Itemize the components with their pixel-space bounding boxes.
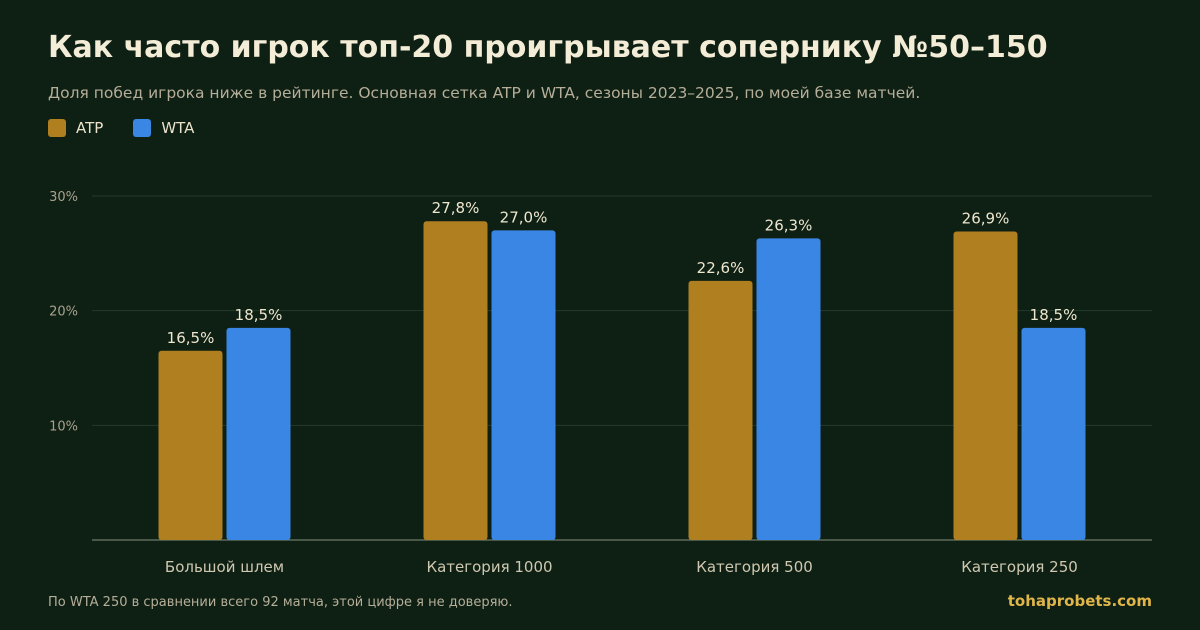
data-label: 26,3% xyxy=(765,216,813,234)
bar-atp xyxy=(158,350,223,540)
footnote: По WTA 250 в сравнении всего 92 матча, э… xyxy=(48,595,513,610)
x-tick-label: Большой шлем xyxy=(165,558,284,576)
x-tick-label: Категория 500 xyxy=(696,558,813,576)
data-label: 16,5% xyxy=(167,329,215,347)
bar-wta xyxy=(1021,327,1086,540)
bar-atp xyxy=(423,221,488,540)
data-label: 18,5% xyxy=(1030,306,1078,324)
y-tick-label: 10% xyxy=(49,419,78,434)
bar-wta xyxy=(491,230,556,540)
data-label: 22,6% xyxy=(697,259,745,277)
x-tick-label: Категория 1000 xyxy=(426,558,552,576)
chart-subtitle: Доля побед игрока ниже в рейтинге. Основ… xyxy=(48,84,921,102)
legend-item-atp: ATP xyxy=(48,119,103,137)
legend-swatch-wta xyxy=(133,119,152,137)
data-label: 26,9% xyxy=(962,210,1010,228)
legend-label-wta: WTA xyxy=(161,119,195,137)
bar-atp xyxy=(688,280,753,540)
data-label: 18,5% xyxy=(235,306,283,324)
y-tick-label: 30% xyxy=(49,190,78,205)
legend-swatch-atp xyxy=(48,119,66,137)
bar-atp xyxy=(953,231,1018,540)
x-tick-label: Категория 250 xyxy=(961,558,1078,576)
chart-title: Как часто игрок топ-20 проигрывает сопер… xyxy=(48,30,1048,65)
brand-link[interactable]: tohaprobets.com xyxy=(1007,592,1152,610)
legend-item-wta: WTA xyxy=(133,119,194,137)
data-label: 27,8% xyxy=(432,199,480,217)
bar-wta xyxy=(226,327,291,540)
y-tick-label: 20% xyxy=(49,305,78,320)
legend-label-atp: ATP xyxy=(76,119,104,137)
data-label: 27,0% xyxy=(500,208,548,226)
bar-wta xyxy=(756,238,821,540)
chart-legend: ATP WTA xyxy=(48,119,194,137)
